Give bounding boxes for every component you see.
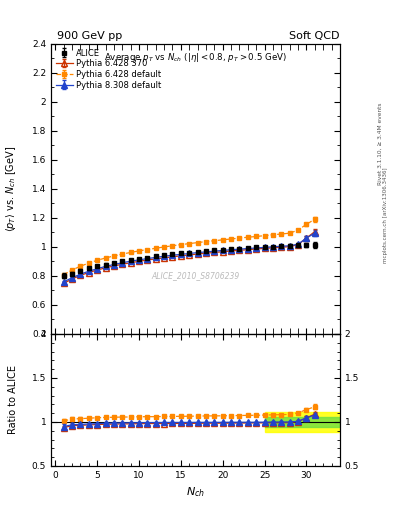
Bar — [264, 412, 340, 432]
X-axis label: $N_{ch}$: $N_{ch}$ — [186, 485, 205, 499]
Y-axis label: Ratio to ALICE: Ratio to ALICE — [8, 366, 18, 434]
Bar — [264, 417, 340, 427]
Text: Average $p_T$ vs $N_{ch}$ ($|\eta| < 0.8$, $p_T > 0.5$ GeV): Average $p_T$ vs $N_{ch}$ ($|\eta| < 0.8… — [104, 51, 287, 64]
Text: Rivet 3.1.10, ≥ 3.4M events: Rivet 3.1.10, ≥ 3.4M events — [378, 102, 383, 185]
Text: ALICE_2010_S8706239: ALICE_2010_S8706239 — [151, 271, 240, 281]
Text: 900 GeV pp: 900 GeV pp — [57, 31, 122, 41]
Y-axis label: $\langle p_T\rangle$ vs. $N_{ch}$ [GeV]: $\langle p_T\rangle$ vs. $N_{ch}$ [GeV] — [4, 145, 18, 232]
Legend: ALICE, Pythia 6.428 370, Pythia 6.428 default, Pythia 8.308 default: ALICE, Pythia 6.428 370, Pythia 6.428 de… — [54, 47, 163, 91]
Text: mcplots.cern.ch [arXiv:1306.3436]: mcplots.cern.ch [arXiv:1306.3436] — [384, 167, 388, 263]
Text: Soft QCD: Soft QCD — [290, 31, 340, 41]
